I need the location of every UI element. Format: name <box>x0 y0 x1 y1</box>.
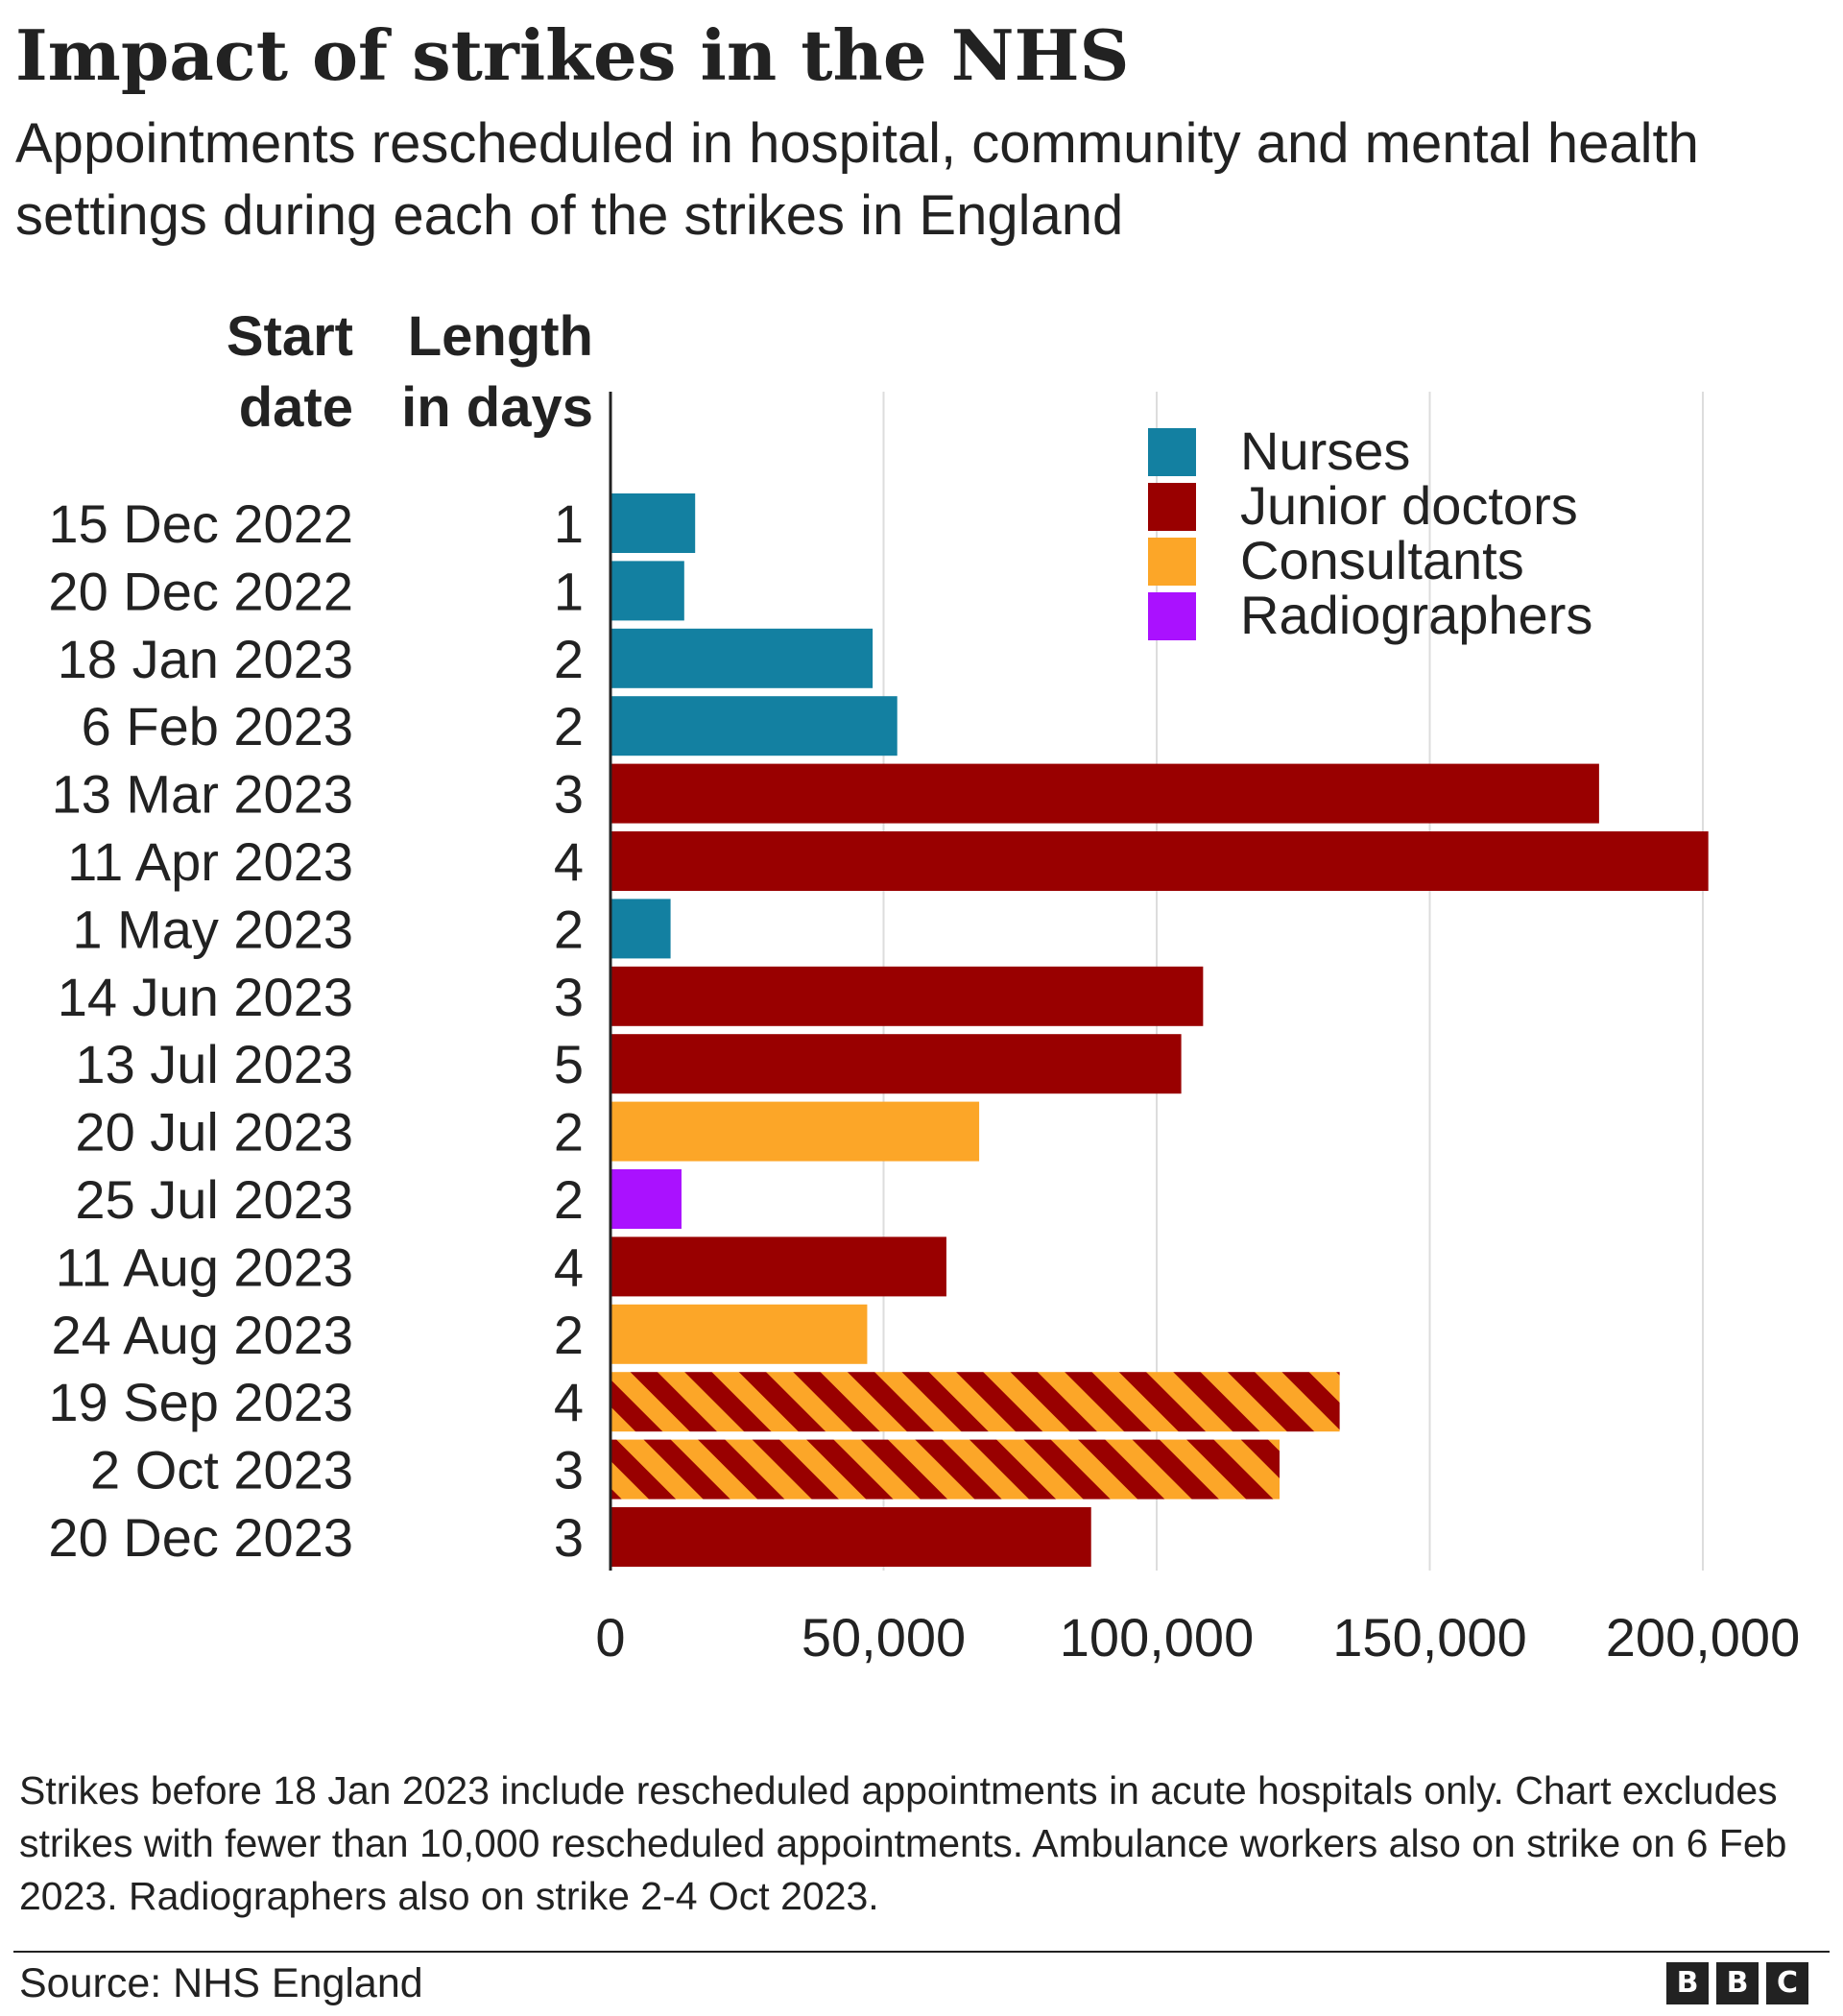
category-label: 14 Jun 2023 <box>58 967 353 1027</box>
category-label: 11 Aug 2023 <box>56 1236 353 1297</box>
bar <box>610 1439 1281 1500</box>
length-label: 4 <box>554 1372 584 1432</box>
length-label: 4 <box>554 831 584 892</box>
column-header-start-date: Start date <box>227 307 353 439</box>
x-tick-label: 50,000 <box>802 1607 966 1668</box>
legend-label: Radiographers <box>1240 585 1592 645</box>
category-label: 6 Feb 2023 <box>82 696 353 756</box>
footer-divider <box>13 1951 1830 1953</box>
category-label: 25 Jul 2023 <box>75 1169 353 1230</box>
category-label: 15 Dec 2022 <box>48 493 353 554</box>
bar <box>610 1034 1182 1094</box>
bar <box>610 1101 980 1162</box>
length-label: 2 <box>554 1305 584 1365</box>
bar <box>610 1304 868 1364</box>
bars <box>610 493 1709 1567</box>
category-label: 19 Sep 2023 <box>48 1372 353 1432</box>
column-header-length: Length in days <box>401 307 593 439</box>
x-tick-labels: 0 50,000 100,000 150,000 200,000 <box>595 1607 1800 1668</box>
length-label: 2 <box>554 629 584 689</box>
category-label: 2 Oct 2023 <box>90 1440 353 1500</box>
chart-subtitle: Appointments rescheduled in hospital, co… <box>15 112 1699 247</box>
category-label: 24 Aug 2023 <box>51 1305 353 1365</box>
category-labels: 15 Dec 2022 20 Dec 2022 18 Jan 2023 6 Feb 2… <box>48 493 353 1568</box>
category-label: 11 Apr 2023 <box>67 831 353 892</box>
bbc-logo-block: C <box>1766 1962 1808 2004</box>
column-header-length-line2: in days <box>401 376 593 439</box>
length-label: 3 <box>554 1507 584 1568</box>
bar-chart: Start date Length in days 15 Dec 2022 20 … <box>48 307 1800 1668</box>
length-label: 3 <box>554 1440 584 1500</box>
category-label: 18 Jan 2023 <box>58 629 353 689</box>
bar <box>610 1236 946 1297</box>
bbc-logo: B B C <box>1666 1962 1808 2004</box>
length-label: 2 <box>554 1169 584 1230</box>
bbc-logo-block: B <box>1716 1962 1759 2004</box>
chart-notes: Strikes before 18 Jan 2023 include resch… <box>19 1768 1787 1918</box>
x-tick-label: 100,000 <box>1060 1607 1254 1668</box>
length-label: 3 <box>554 967 584 1027</box>
category-label: 13 Mar 2023 <box>52 764 353 825</box>
length-label: 2 <box>554 1102 584 1163</box>
length-label: 2 <box>554 696 584 756</box>
length-label: 4 <box>554 1236 584 1297</box>
source-note: Source: NHS England <box>19 1960 423 2006</box>
legend-label: Consultants <box>1240 530 1524 590</box>
legend-swatch <box>1148 538 1196 586</box>
bar <box>610 1372 1340 1432</box>
length-label: 1 <box>554 493 584 554</box>
x-tick-label: 0 <box>595 1607 625 1668</box>
legend-swatch <box>1148 483 1196 531</box>
column-header-length-line1: Length <box>408 307 593 368</box>
category-label: 20 Jul 2023 <box>75 1102 353 1163</box>
category-label: 1 May 2023 <box>72 899 353 959</box>
length-label: 3 <box>554 764 584 825</box>
column-header-start-date-line2: date <box>239 376 353 439</box>
legend-label: Junior doctors <box>1240 475 1578 536</box>
length-label: 1 <box>554 561 584 621</box>
x-tick-label: 150,000 <box>1332 1607 1526 1668</box>
bbc-logo-block: B <box>1666 1962 1709 2004</box>
bar <box>610 831 1709 891</box>
length-label: 2 <box>554 899 584 959</box>
bar <box>610 899 671 959</box>
bar <box>610 696 898 756</box>
bar <box>610 493 696 553</box>
bar <box>610 966 1204 1026</box>
chart-title: Impact of strikes in the NHS <box>15 14 1130 96</box>
category-label: 20 Dec 2022 <box>48 561 353 621</box>
bar <box>610 763 1599 824</box>
bar <box>610 561 684 621</box>
legend-swatch <box>1148 428 1196 476</box>
category-label: 13 Jul 2023 <box>75 1034 353 1094</box>
legend-label: Nurses <box>1240 420 1410 481</box>
length-label: 5 <box>554 1034 584 1094</box>
x-tick-label: 200,000 <box>1606 1607 1800 1668</box>
column-header-start-date-line1: Start <box>227 307 353 368</box>
category-label: 20 Dec 2023 <box>48 1507 353 1568</box>
bar <box>610 628 874 688</box>
bar <box>610 1169 682 1229</box>
bar <box>610 1507 1091 1567</box>
legend-swatch <box>1148 592 1196 640</box>
